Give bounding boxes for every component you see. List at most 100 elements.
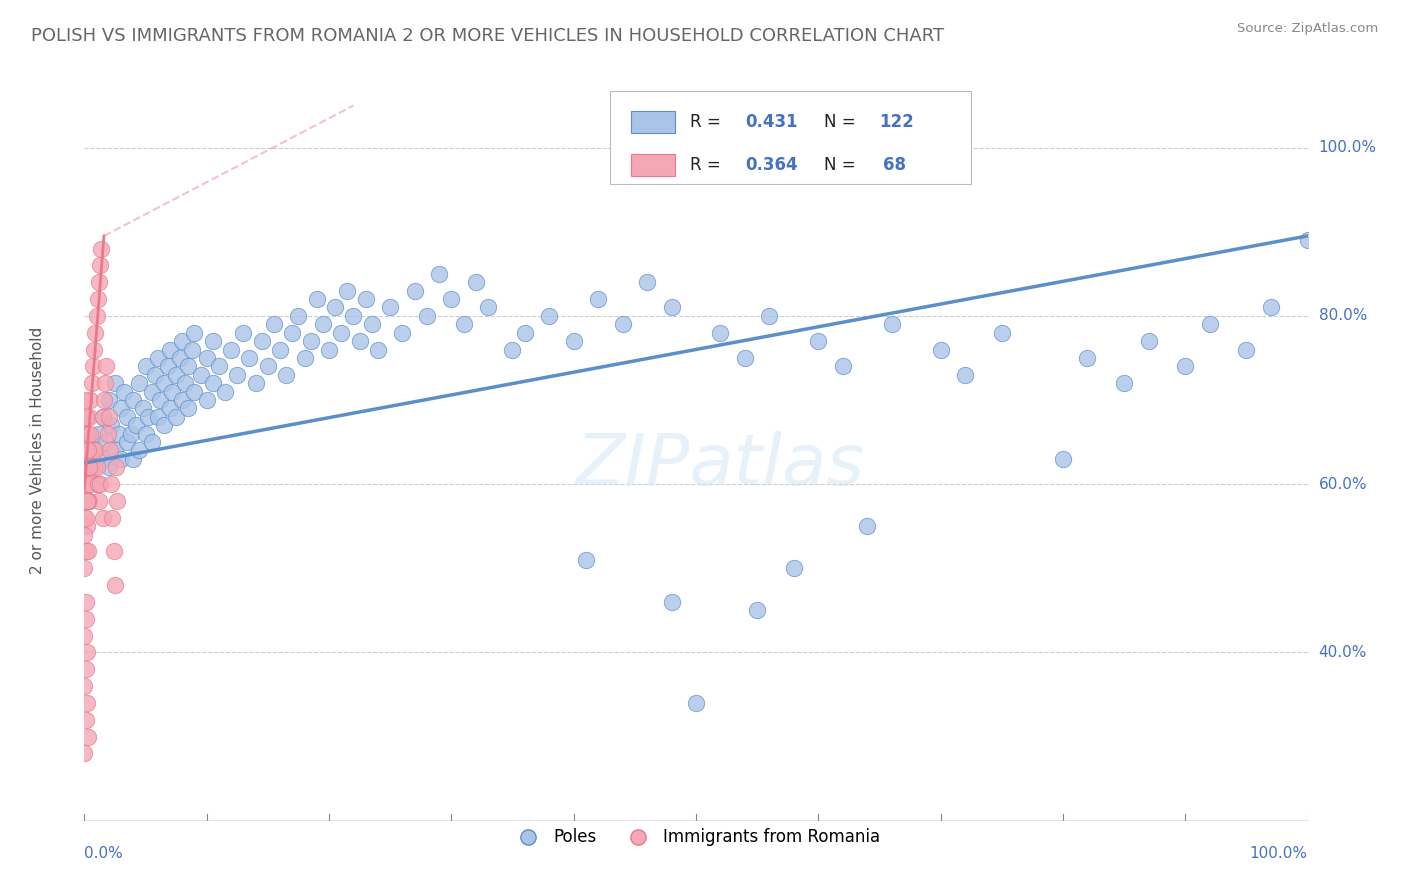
Point [75,409,97,424]
Point [73,426,96,441]
Point [807,334,830,348]
Point [1296,233,1319,247]
Text: 100.0%: 100.0% [1319,140,1376,155]
Point [747,603,769,617]
Point [97,409,120,424]
Point [783,561,806,575]
Point [1198,318,1220,332]
Point [136,409,159,424]
Point [89,259,111,273]
Point [238,351,260,365]
Point [125,418,148,433]
Point [105,494,128,508]
Point [1236,343,1258,357]
Point [75,662,97,676]
Point [75,494,97,508]
Point [93,392,115,407]
Point [87,426,110,441]
Point [87,477,110,491]
Point [75,612,97,626]
Point [122,451,145,466]
Point [190,368,212,382]
Text: Source: ZipAtlas.com: Source: ZipAtlas.com [1237,22,1378,36]
Point [880,318,903,332]
Point [354,292,377,306]
Point [269,343,291,357]
Point [287,309,309,323]
Point [758,309,780,323]
Point [96,359,118,374]
Point [86,309,108,323]
Point [76,494,98,508]
Point [661,301,683,315]
Point [83,460,105,475]
Point [513,326,536,340]
Text: 100.0%: 100.0% [1250,846,1308,861]
Point [128,443,150,458]
Text: 68: 68 [883,156,905,174]
Point [90,242,112,256]
Text: 122: 122 [880,113,914,131]
Point [734,351,756,365]
Point [367,343,389,357]
Text: 60.0%: 60.0% [1319,476,1367,491]
Point [173,376,195,391]
Point [89,477,111,491]
Point [86,477,108,491]
Point [1052,451,1074,466]
Point [153,376,176,391]
Point [416,309,439,323]
Point [149,392,172,407]
Point [1260,301,1282,315]
Text: 80.0%: 80.0% [1319,309,1367,323]
Point [453,318,475,332]
Point [122,392,145,407]
Point [201,376,224,391]
Point [305,292,328,306]
Point [159,401,181,416]
Text: N =: N = [824,113,862,131]
Point [76,645,98,659]
Point [172,334,194,348]
Point [82,359,104,374]
Point [294,351,316,365]
Point [162,384,184,399]
Point [105,460,128,475]
Point [76,443,98,458]
Point [97,460,120,475]
Text: 0.364: 0.364 [745,156,797,174]
FancyBboxPatch shape [631,153,675,176]
Point [94,376,117,391]
Point [636,275,658,289]
Point [159,343,181,357]
Point [79,426,101,441]
Point [77,730,100,744]
Point [83,343,105,357]
Point [146,351,169,365]
Point [73,392,96,407]
Point [77,426,100,441]
Point [77,460,100,475]
Point [77,544,100,558]
Point [91,409,114,424]
Point [380,301,402,315]
Point [214,384,236,399]
Point [1114,376,1136,391]
Point [135,359,157,374]
Point [575,553,598,567]
Point [929,343,952,357]
Point [75,713,97,727]
Point [82,443,104,458]
Point [115,435,138,450]
Point [538,309,561,323]
Point [100,477,122,491]
Point [76,519,98,533]
Point [195,351,218,365]
Point [77,409,100,424]
Point [612,318,634,332]
Point [195,392,218,407]
Point [97,392,120,407]
Point [132,401,155,416]
Point [156,359,179,374]
Point [103,544,125,558]
